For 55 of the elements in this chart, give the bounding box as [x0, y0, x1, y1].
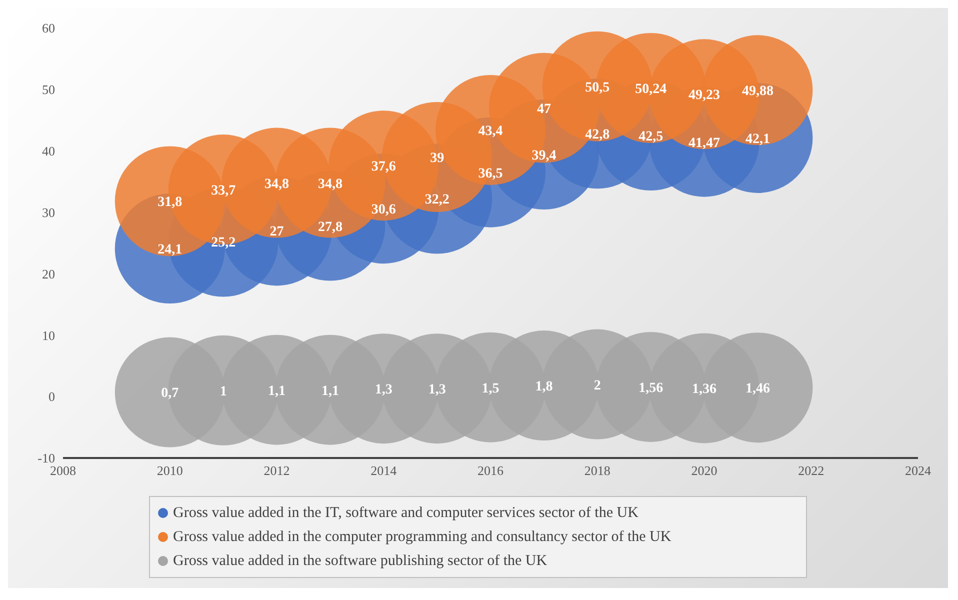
data-label: 1,5	[482, 381, 500, 396]
data-label: 39	[430, 150, 444, 166]
y-tick-label: 20	[42, 266, 55, 282]
data-label: 1,46	[745, 382, 770, 397]
x-tick-label: 2012	[264, 463, 290, 478]
data-label: 24,1	[158, 242, 182, 258]
legend-label: Gross value added in the computer programming and consultancy sector of the UK	[173, 528, 672, 547]
y-tick-label: 0	[48, 389, 55, 404]
data-label: 43,4	[478, 124, 503, 139]
y-tick-label: 60	[42, 20, 55, 36]
y-tick-label: 10	[42, 328, 55, 343]
data-label: 2	[594, 378, 601, 394]
y-tick-label: 40	[42, 143, 55, 158]
data-label: 34,8	[318, 176, 342, 192]
x-tick-label: 2014	[370, 463, 398, 478]
data-label: 1,8	[535, 379, 553, 394]
data-label: 50,5	[585, 80, 610, 96]
data-label: 39,4	[532, 148, 556, 164]
data-label: 42,5	[638, 129, 664, 144]
x-tick-label: 2008	[50, 463, 76, 478]
data-label: 1,1	[268, 384, 286, 399]
x-tick-label: 2016	[478, 463, 504, 478]
data-label: 30,6	[371, 202, 396, 218]
legend-label: Gross value added in the IT, software and computer services sector of the UK	[173, 504, 638, 523]
data-label: 49,88	[742, 84, 774, 100]
data-label: 1,3	[428, 382, 446, 398]
data-label: 1,56	[638, 380, 664, 396]
data-label: 49,23	[688, 88, 720, 104]
data-label: 50,24	[635, 82, 667, 97]
data-label: 33,7	[211, 184, 236, 199]
data-label: 1,3	[374, 382, 392, 398]
data-label: 1	[220, 384, 227, 400]
x-tick-label: 2024	[905, 463, 932, 478]
legend-label: Gross value added in the software publishing sector of the UK	[173, 552, 548, 571]
x-tick-label: 2010	[156, 463, 183, 478]
data-label: 32,2	[424, 192, 450, 208]
data-label: 1,36	[692, 382, 716, 398]
data-label: 37,6	[371, 160, 396, 175]
data-label: 34,8	[264, 176, 289, 192]
x-tick-label: 2020	[691, 463, 718, 478]
y-tick-label: -10	[38, 450, 55, 466]
data-label: 42,8	[585, 128, 610, 143]
data-label: 27,8	[318, 220, 342, 235]
data-label: 36,5	[478, 166, 503, 182]
data-label: 0,7	[161, 386, 179, 402]
data-label: 47	[536, 102, 551, 117]
data-label: 41,47	[688, 136, 720, 151]
data-label: 27	[270, 224, 284, 240]
data-label: 42,1	[745, 132, 770, 147]
y-tick-label: 30	[42, 204, 55, 220]
x-tick-label: 2022	[798, 463, 824, 478]
data-label: 1,1	[321, 384, 339, 399]
y-tick-label: 50	[42, 82, 55, 98]
data-label: 31,8	[158, 195, 182, 210]
x-tick-label: 2018	[584, 463, 610, 478]
